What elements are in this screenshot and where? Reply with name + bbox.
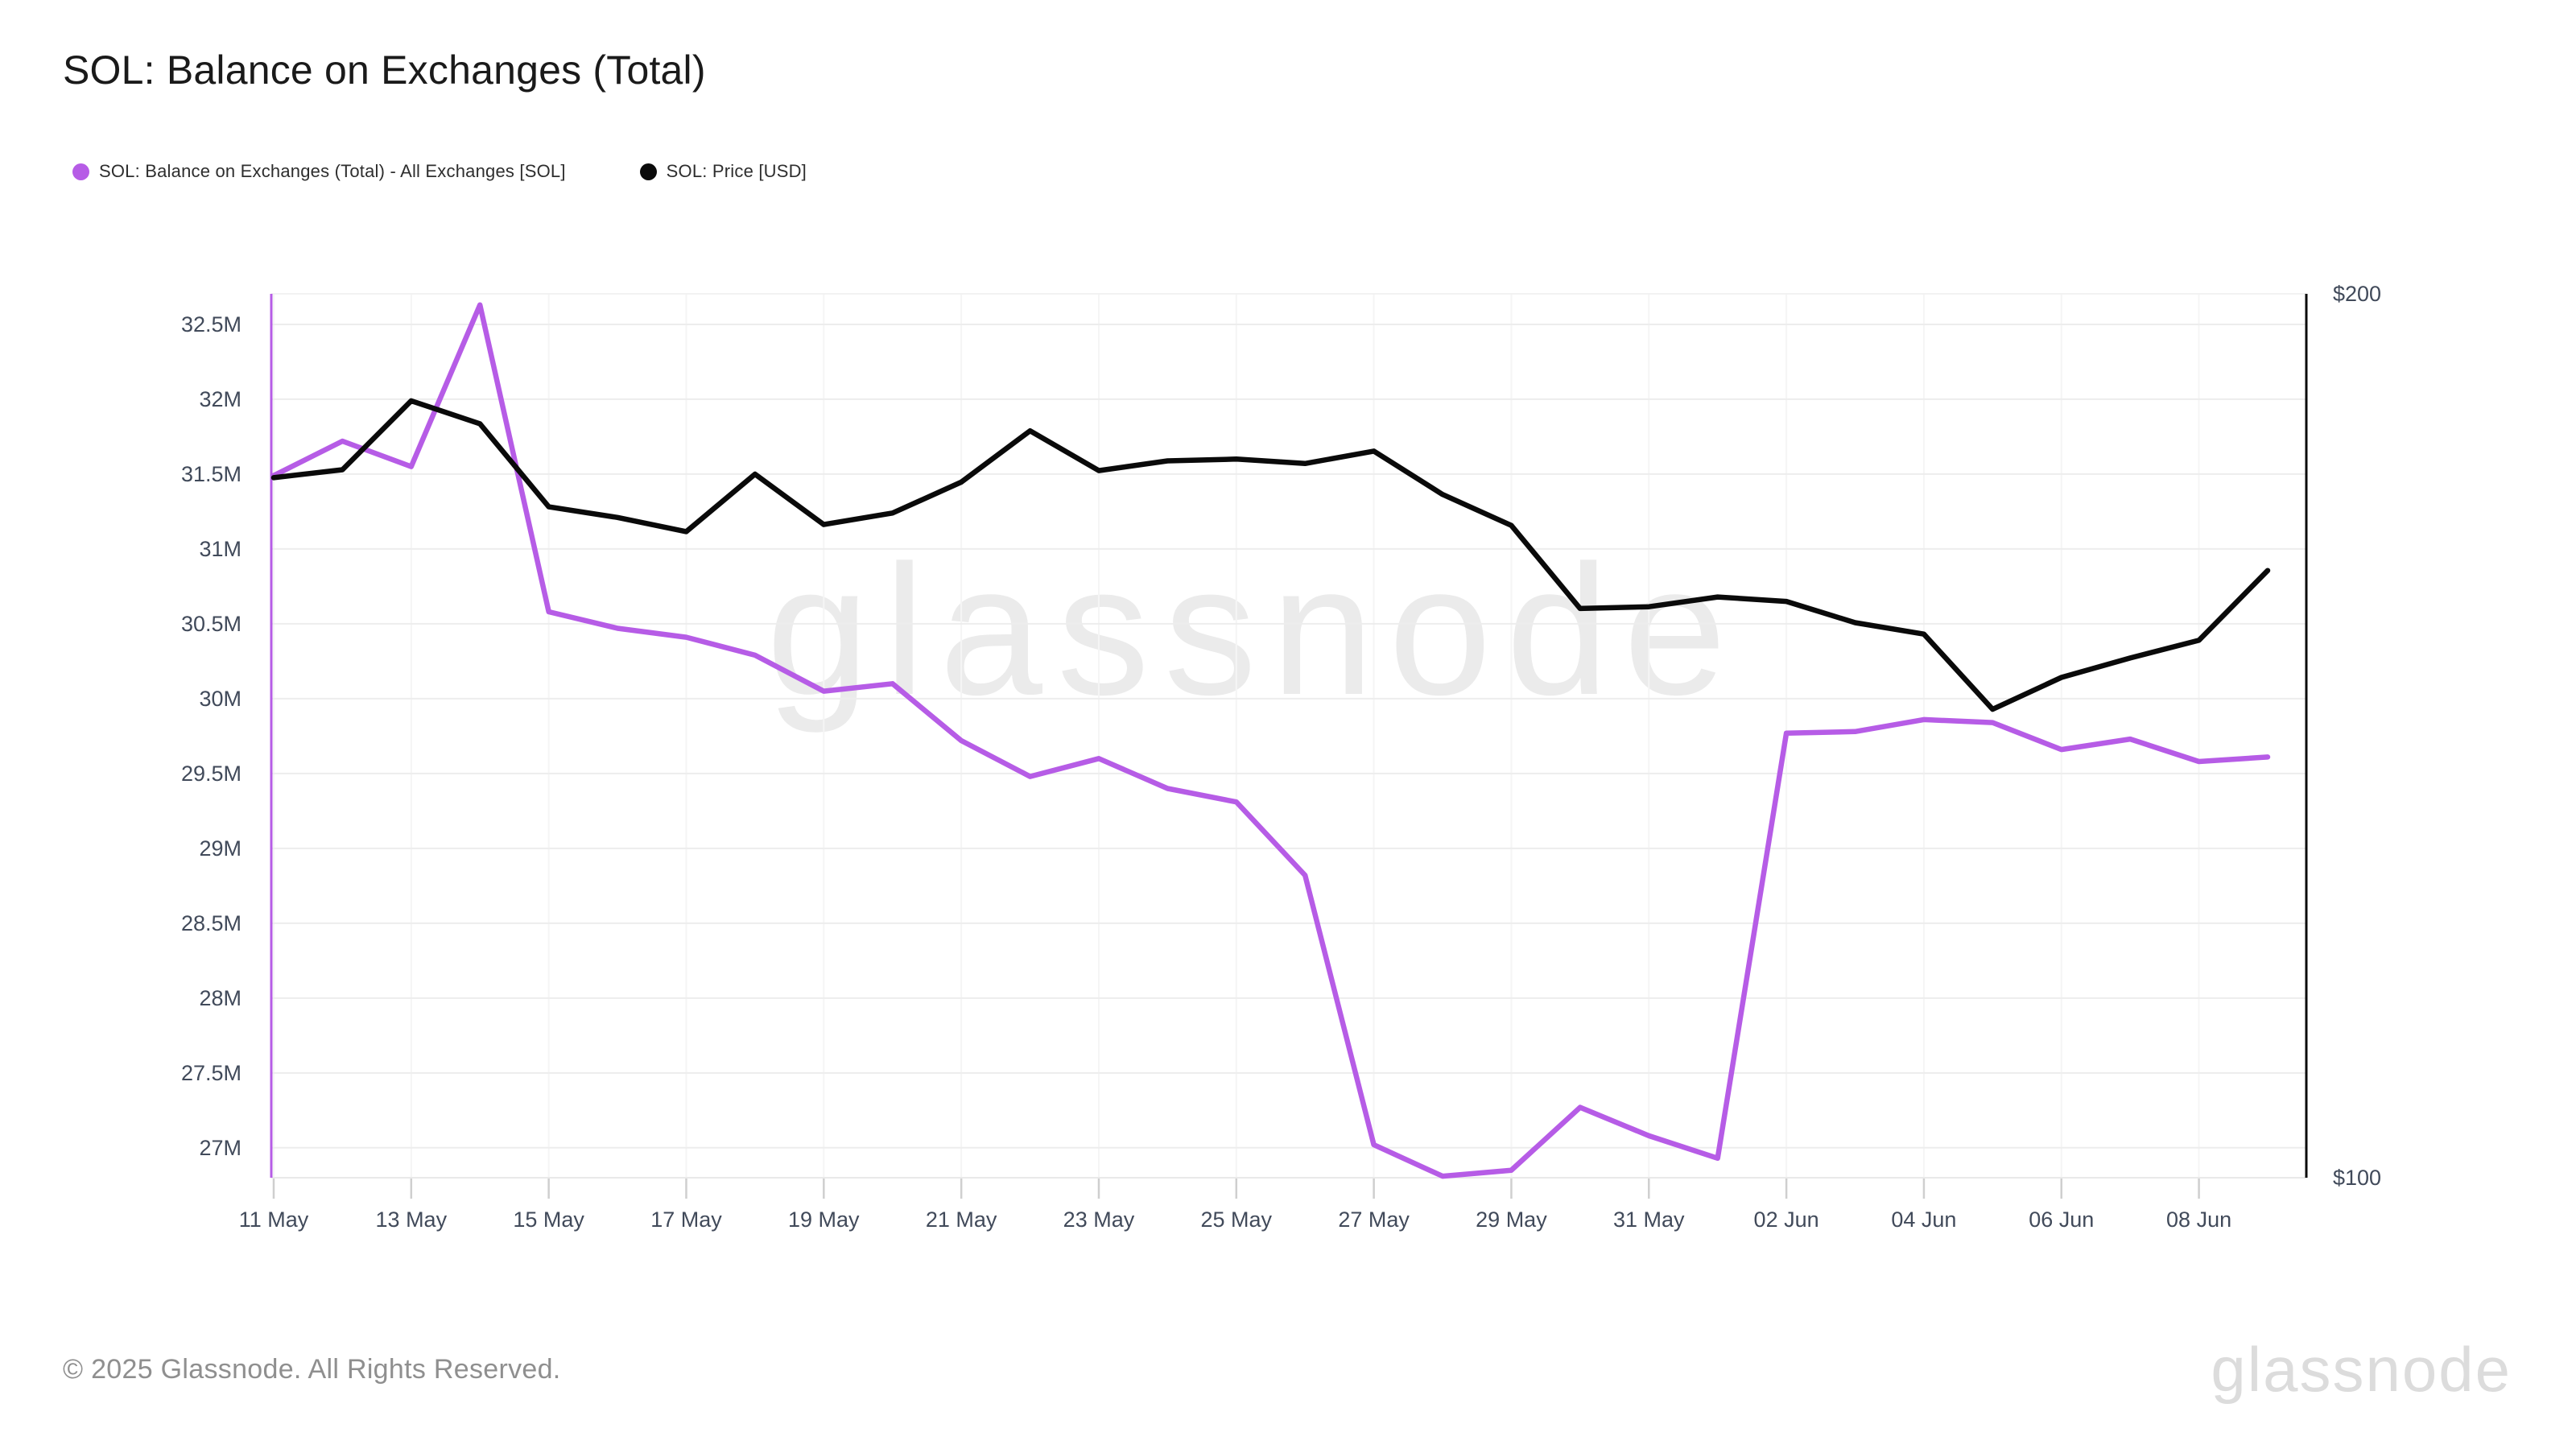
left-axis-tick-label: 27M: [199, 1135, 242, 1160]
glassnode-watermark: glassnode: [766, 526, 1741, 733]
glassnode-logo: glassnode: [2211, 1334, 2512, 1405]
left-axis-tick-label: 29M: [199, 836, 242, 861]
x-axis-tick-label: 29 May: [1476, 1208, 1547, 1232]
x-axis-tick-label: 04 Jun: [1891, 1208, 1957, 1232]
footer-copyright: © 2025 Glassnode. All Rights Reserved.: [63, 1354, 561, 1385]
x-axis-tick-label: 23 May: [1063, 1208, 1135, 1232]
x-axis-tick-label: 27 May: [1338, 1208, 1410, 1232]
legend-label-balance: SOL: Balance on Exchanges (Total) - All …: [99, 161, 566, 181]
x-axis-tick-label: 31 May: [1612, 1208, 1685, 1232]
balance-series-dot-icon: [72, 163, 89, 180]
right-axis-tick-label: $200: [2333, 282, 2382, 306]
x-axis-tick-label: 25 May: [1200, 1208, 1273, 1232]
price-line-series: [270, 398, 2271, 712]
left-axis-tick-label: 27.5M: [180, 1060, 242, 1085]
legend-item-price[interactable]: SOL: Price [USD]: [639, 161, 807, 182]
balance-line-series: [270, 302, 2271, 1179]
left-axis-tick-label: 29.5M: [180, 761, 242, 786]
left-axis-tick-label: 30M: [199, 686, 242, 711]
left-axis-tick-label: 30.5M: [180, 611, 242, 636]
chart-legend: SOL: Balance on Exchanges (Total) - All …: [72, 161, 807, 182]
legend-item-balance[interactable]: SOL: Balance on Exchanges (Total) - All …: [72, 161, 566, 182]
x-axis-tick-label: 21 May: [925, 1208, 997, 1232]
left-axis-tick-label: 32.5M: [180, 312, 242, 336]
left-axis-tick-label: 31M: [199, 536, 242, 561]
right-axis-tick-label: $100: [2333, 1166, 2382, 1190]
left-axis-tick-label: 32M: [199, 386, 242, 411]
x-axis-tick-label: 13 May: [375, 1208, 448, 1232]
x-axis-tick-label: 15 May: [513, 1208, 584, 1232]
left-axis-tick-label: 28M: [199, 985, 242, 1010]
x-axis-tick-label: 08 Jun: [2166, 1208, 2232, 1232]
left-axis-tick-label: 28.5M: [180, 910, 242, 935]
x-axis-tick-label: 02 Jun: [1753, 1208, 1819, 1232]
legend-label-price: SOL: Price [USD]: [666, 161, 807, 181]
price-series-dot-icon: [639, 163, 657, 180]
page-title: SOL: Balance on Exchanges (Total): [63, 47, 706, 93]
left-axis-tick-label: 31.5M: [180, 461, 242, 486]
x-axis-tick-label: 11 May: [238, 1208, 309, 1232]
x-axis-tick-label: 06 Jun: [2029, 1208, 2095, 1232]
x-axis-tick-label: 17 May: [650, 1208, 722, 1232]
x-axis-tick-label: 19 May: [788, 1208, 860, 1232]
